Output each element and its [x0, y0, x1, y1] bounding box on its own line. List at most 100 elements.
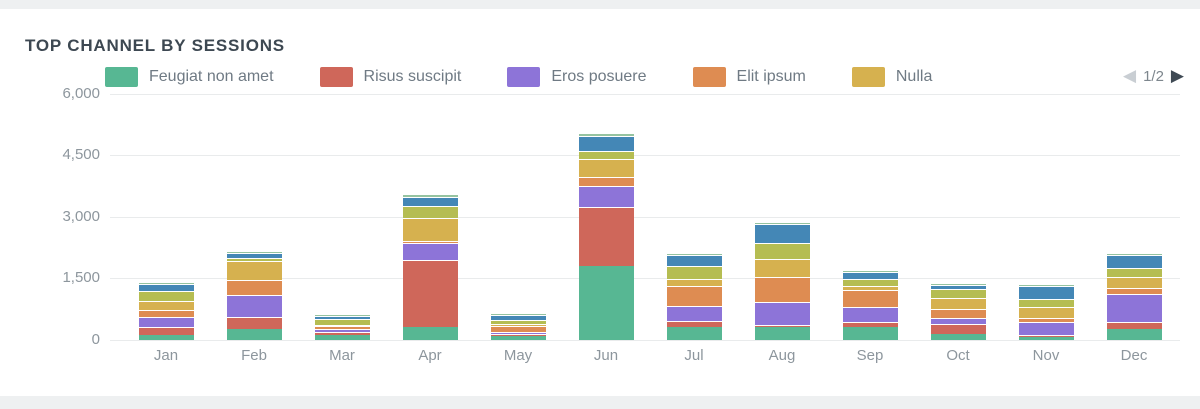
bar-segment[interactable] — [666, 327, 722, 340]
bar-segment[interactable] — [226, 260, 282, 280]
bar-segment[interactable] — [842, 322, 898, 328]
bar-segment[interactable] — [402, 218, 458, 241]
bar-segment[interactable] — [1106, 252, 1162, 256]
bar-segment[interactable] — [842, 290, 898, 308]
bar-segment[interactable] — [138, 309, 194, 318]
bar-segment[interactable] — [402, 242, 458, 260]
bar-segment[interactable] — [226, 251, 282, 253]
bar-segment[interactable] — [138, 281, 194, 284]
bar-segment[interactable] — [578, 159, 634, 178]
bar-segment[interactable] — [314, 329, 370, 332]
bar-segment[interactable] — [842, 307, 898, 323]
bar-segment[interactable] — [666, 305, 722, 322]
bar-segment[interactable] — [1106, 267, 1162, 277]
bar-segment[interactable] — [578, 186, 634, 208]
bar-segment[interactable] — [138, 317, 194, 327]
bar-segment[interactable] — [754, 242, 810, 259]
bar-segment[interactable] — [666, 255, 722, 266]
bar-segment[interactable] — [842, 285, 898, 291]
bar-segment[interactable] — [930, 308, 986, 318]
bar-segment[interactable] — [754, 302, 810, 326]
bar-segment[interactable] — [578, 207, 634, 267]
bar-segment[interactable] — [314, 314, 370, 316]
bar-segment[interactable] — [314, 319, 370, 325]
legend-item[interactable]: Feugiat non amet — [105, 67, 274, 87]
legend-item[interactable]: Eros posuere — [507, 67, 647, 87]
bar-jul[interactable] — [666, 252, 722, 340]
bar-segment[interactable] — [314, 315, 370, 320]
bar-segment[interactable] — [842, 327, 898, 340]
bar-segment[interactable] — [1106, 287, 1162, 295]
bar-segment[interactable] — [578, 135, 634, 152]
bar-segment[interactable] — [226, 295, 282, 318]
bar-segment[interactable] — [1106, 321, 1162, 330]
bar-segment[interactable] — [402, 196, 458, 207]
bar-segment[interactable] — [1106, 255, 1162, 268]
bar-segment[interactable] — [226, 329, 282, 340]
bar-segment[interactable] — [666, 285, 722, 306]
bar-segment[interactable] — [1018, 334, 1074, 338]
bar-jan[interactable] — [138, 281, 194, 340]
bar-segment[interactable] — [930, 317, 986, 324]
bar-segment[interactable] — [578, 177, 634, 187]
bar-segment[interactable] — [490, 320, 546, 324]
bar-may[interactable] — [490, 313, 546, 340]
bar-segment[interactable] — [1018, 307, 1074, 319]
bar-segment[interactable] — [138, 326, 194, 336]
bar-segment[interactable] — [930, 285, 986, 289]
bar-segment[interactable] — [490, 336, 546, 340]
bar-segment[interactable] — [314, 331, 370, 335]
bar-aug[interactable] — [754, 221, 810, 340]
bar-segment[interactable] — [1106, 294, 1162, 322]
bar-segment[interactable] — [842, 278, 898, 286]
legend-item[interactable]: Risus suscipit — [319, 67, 461, 87]
bar-segment[interactable] — [930, 288, 986, 298]
bar-segment[interactable] — [314, 334, 370, 340]
bar-segment[interactable] — [578, 133, 634, 136]
bar-segment[interactable] — [226, 257, 282, 261]
bar-segment[interactable] — [842, 271, 898, 279]
bar-mar[interactable] — [314, 314, 370, 340]
bar-segment[interactable] — [930, 297, 986, 309]
bar-segment[interactable] — [930, 283, 986, 286]
bar-segment[interactable] — [138, 300, 194, 310]
bar-segment[interactable] — [578, 151, 634, 160]
bar-segment[interactable] — [402, 206, 458, 219]
bar-segment[interactable] — [666, 265, 722, 279]
bar-segment[interactable] — [226, 252, 282, 258]
bar-segment[interactable] — [226, 317, 282, 330]
bar-segment[interactable] — [1018, 299, 1074, 307]
bar-segment[interactable] — [490, 313, 546, 315]
bar-apr[interactable] — [402, 194, 458, 340]
bar-segment[interactable] — [138, 283, 194, 292]
bar-segment[interactable] — [314, 324, 370, 327]
bar-segment[interactable] — [402, 240, 458, 243]
bar-segment[interactable] — [754, 276, 810, 303]
bar-segment[interactable] — [490, 333, 546, 337]
bar-segment[interactable] — [490, 315, 546, 321]
bar-nov[interactable] — [1018, 284, 1074, 340]
bar-dec[interactable] — [1106, 252, 1162, 340]
bar-segment[interactable] — [1106, 329, 1162, 340]
bar-segment[interactable] — [754, 223, 810, 243]
bar-segment[interactable] — [402, 259, 458, 328]
bar-sep[interactable] — [842, 269, 898, 340]
legend-item[interactable]: Elit ipsum — [692, 67, 806, 87]
bar-segment[interactable] — [930, 323, 986, 334]
bar-segment[interactable] — [138, 335, 194, 340]
bar-segment[interactable] — [754, 258, 810, 277]
bar-segment[interactable] — [490, 326, 546, 332]
bar-oct[interactable] — [930, 283, 986, 340]
bar-segment[interactable] — [1018, 321, 1074, 335]
pager-prev-icon[interactable]: ◀ — [1122, 66, 1137, 85]
bar-segment[interactable] — [754, 221, 810, 224]
bar-segment[interactable] — [314, 326, 370, 330]
bar-segment[interactable] — [1018, 337, 1074, 340]
bar-jun[interactable] — [578, 133, 634, 340]
bar-segment[interactable] — [1018, 318, 1074, 322]
bar-segment[interactable] — [1106, 276, 1162, 288]
bar-segment[interactable] — [138, 291, 194, 301]
bar-segment[interactable] — [226, 279, 282, 296]
bar-segment[interactable] — [666, 252, 722, 256]
bar-segment[interactable] — [666, 278, 722, 286]
